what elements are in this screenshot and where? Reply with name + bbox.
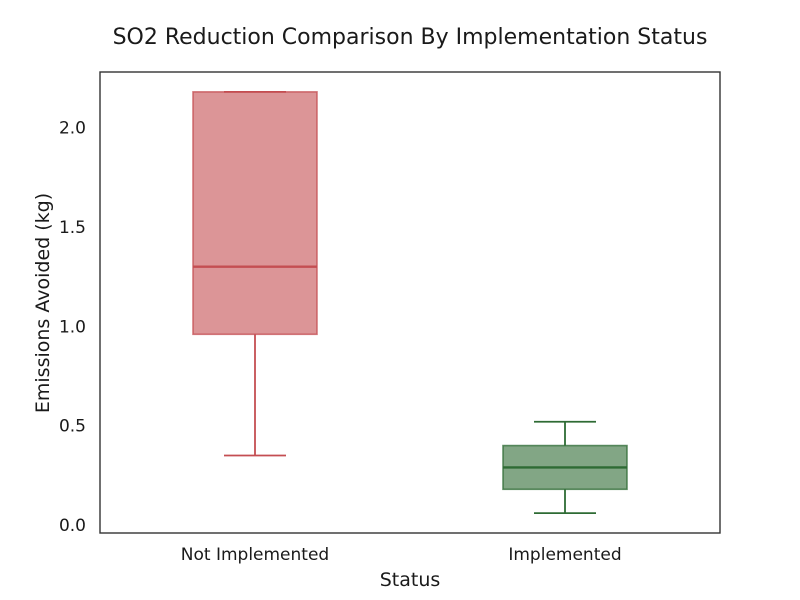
y-axis-label: Emissions Avoided (kg) — [32, 193, 54, 413]
chart-title: SO2 Reduction Comparison By Implementati… — [113, 25, 708, 50]
plot-area — [99, 71, 721, 534]
box-group — [502, 420, 628, 515]
iqr-box — [192, 91, 318, 336]
x-axis-label: Status — [380, 569, 441, 591]
y-tick-label: 0.0 — [59, 516, 86, 536]
x-axis-ticks: Not Implemented Implemented — [181, 545, 622, 565]
y-tick-label: 1.5 — [59, 218, 86, 238]
box-series — [192, 90, 628, 515]
x-tick-label: Implemented — [508, 545, 621, 565]
y-tick-label: 1.0 — [59, 317, 86, 337]
y-axis-ticks: 0.0 0.5 1.0 1.5 2.0 — [59, 119, 86, 536]
y-tick-label: 0.5 — [59, 417, 86, 437]
x-tick-label: Not Implemented — [181, 545, 329, 565]
y-tick-label: 2.0 — [59, 119, 86, 139]
box-group — [192, 90, 318, 457]
